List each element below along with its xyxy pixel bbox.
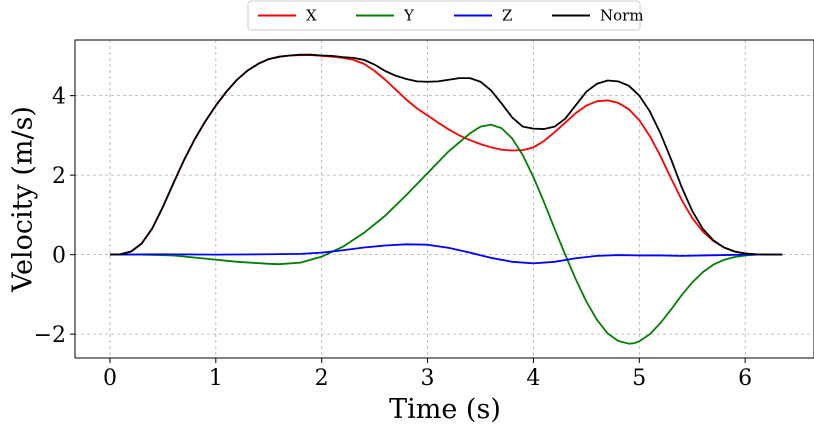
x-axis-label: Time (s)	[389, 394, 501, 425]
legend-label-z: Z	[502, 7, 512, 25]
x-tick-label: 6	[738, 366, 752, 391]
plot-frame	[74, 39, 814, 359]
x-tick-label: 4	[526, 366, 540, 391]
x-tick-label: 5	[632, 366, 646, 391]
legend: X Y Z Norm	[247, 0, 644, 31]
legend-label-y: Y	[403, 7, 415, 25]
legend-box	[247, 0, 641, 31]
series-line-norm	[109, 53, 783, 256]
x-tick-label: 2	[315, 366, 329, 391]
axis-ticks: 0 1 2 3 4 5 6 −2 0 2 4	[34, 85, 753, 391]
legend-label-x: X	[306, 7, 317, 25]
x-tick-label: 0	[103, 366, 117, 391]
y-axis-label: Velocity (m/s)	[8, 106, 39, 293]
grid-lines	[75, 40, 814, 358]
y-tick-label: 2	[52, 164, 66, 189]
y-tick-label: −2	[34, 323, 66, 348]
x-tick-label: 1	[209, 366, 223, 391]
legend-label-norm: Norm	[600, 7, 644, 25]
y-tick-label: 0	[52, 244, 66, 269]
y-tick-label: 4	[52, 85, 66, 110]
series-line-z	[109, 243, 783, 265]
series-lines	[109, 53, 783, 345]
x-tick-label: 3	[421, 366, 435, 391]
series-line-y	[109, 123, 783, 345]
